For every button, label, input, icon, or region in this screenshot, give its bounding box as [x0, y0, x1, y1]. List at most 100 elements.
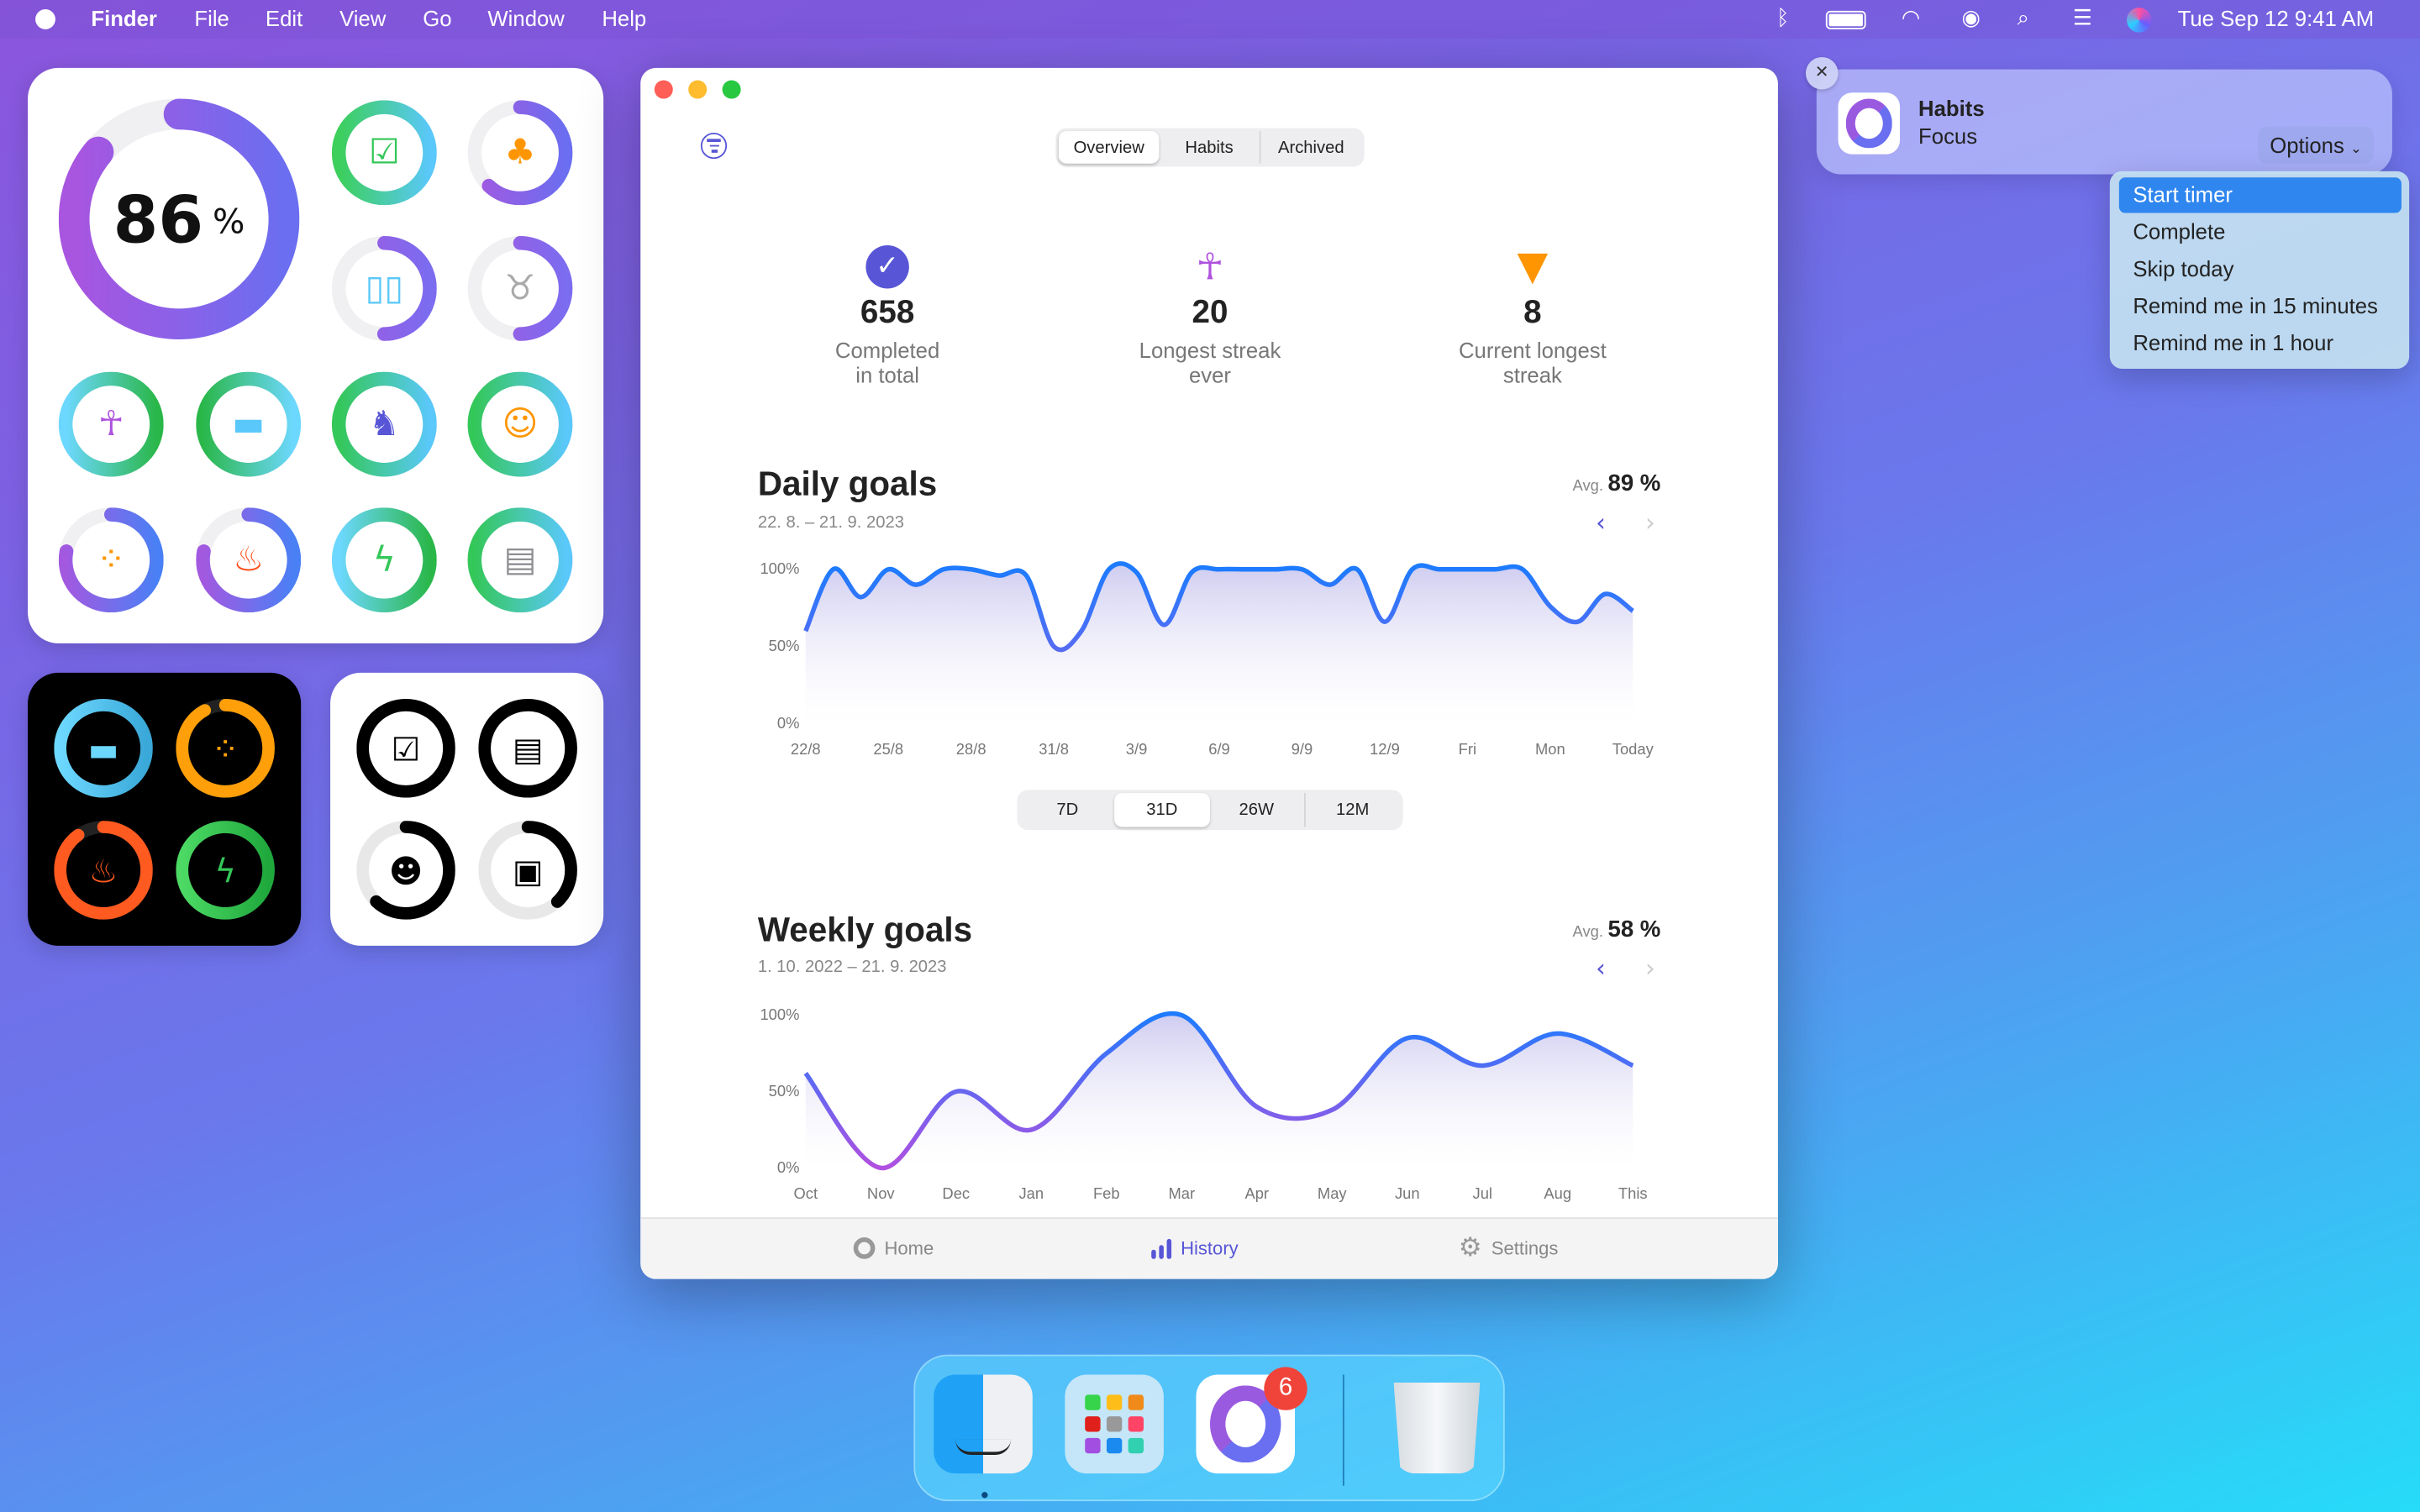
stat-current-streak: ▼ 8 Current longest streak	[1394, 245, 1672, 387]
habit-ring-money[interactable]: ▣	[478, 821, 577, 920]
habit-ring-carrot[interactable]: ♣	[467, 100, 573, 206]
range-26w[interactable]: 26W	[1239, 801, 1275, 820]
notification-badge: 6	[1264, 1367, 1307, 1410]
data-point	[1107, 567, 1112, 572]
x-tick-label: May	[1318, 1184, 1348, 1202]
dock-habits-icon[interactable]	[1196, 1374, 1296, 1474]
habit-ring-tooth[interactable]: ♉	[467, 236, 573, 341]
siri-icon[interactable]	[2127, 8, 2152, 33]
ring-progress	[331, 100, 437, 206]
x-tick-label: Fri	[1459, 740, 1476, 758]
data-point	[1029, 1127, 1034, 1132]
menu-view[interactable]: View	[339, 6, 387, 31]
menu-item-complete[interactable]: Complete	[2133, 218, 2226, 244]
overall-value: 86	[113, 181, 204, 257]
x-tick-label: Nov	[867, 1184, 895, 1202]
habit-ring-newspaper[interactable]: ▤	[478, 699, 577, 798]
segment-overview[interactable]: Overview	[1058, 131, 1160, 164]
menu-go[interactable]: Go	[423, 6, 452, 31]
next-period-button[interactable]: ›	[1644, 953, 1655, 983]
bluetooth-icon[interactable]: ᛒ	[1776, 6, 1790, 31]
weekly-goals-range: 1. 10. 2022 – 21. 9. 2023	[757, 958, 947, 977]
habits-dark-widget[interactable]: ▬ ⁘ ♨ ϟ	[28, 672, 302, 946]
dock-launchpad-icon[interactable]	[1065, 1374, 1164, 1474]
habit-ring-exercise[interactable]: ϟ	[176, 821, 275, 920]
menu-item-start-timer[interactable]: Start timer	[2118, 177, 2402, 213]
menu-item-remind-15-min[interactable]: Remind me in 15 minutes	[2133, 292, 2378, 318]
carrot-icon: ♣	[504, 132, 536, 173]
x-tick-label: 31/8	[1039, 740, 1069, 758]
stat-value: 8	[1523, 294, 1542, 331]
apple-menu-icon[interactable]: ●	[34, 3, 57, 34]
menu-edit[interactable]: Edit	[265, 6, 303, 31]
habits-large-widget[interactable]: 86% ☑ ♣ ▯▯ ♉ ☥ ▬ ♞ ☺ ⁘ ♨ ϟ ▤	[28, 67, 604, 643]
habit-ring-clipboard-check[interactable]: ☑	[331, 100, 437, 206]
x-tick-label: 6/9	[1208, 740, 1230, 758]
habit-ring-bed[interactable]: ▬	[196, 371, 302, 477]
clock[interactable]: Tue Sep 12 9:41 AM	[2177, 6, 2375, 31]
close-window-button[interactable]	[654, 80, 673, 99]
menu-window[interactable]: Window	[487, 6, 565, 31]
habit-ring-clipboard-check[interactable]: ☑	[356, 699, 455, 798]
bed-icon: ▬	[232, 404, 266, 444]
minimize-window-button[interactable]	[688, 80, 708, 99]
stat-label: Current longest	[1458, 338, 1607, 363]
habit-ring-footprints[interactable]: ⁘	[176, 699, 275, 798]
notification-banner[interactable]: Habits Focus Options ⌄	[1816, 69, 2392, 175]
overall-progress-ring: 86%	[58, 98, 300, 340]
close-notification-button[interactable]: ✕	[1805, 56, 1839, 90]
habit-ring-bed[interactable]: ▬	[54, 699, 153, 798]
filter-icon[interactable]	[700, 132, 728, 160]
habit-ring-flame[interactable]: ♨	[54, 821, 153, 920]
next-period-button[interactable]: ›	[1644, 507, 1655, 538]
menu-item-remind-1-hour[interactable]: Remind me in 1 hour	[2133, 330, 2334, 355]
habit-ring-smile[interactable]: ☺	[467, 371, 573, 477]
x-tick-label: 12/9	[1370, 740, 1400, 758]
tab-settings[interactable]: ⚙ Settings	[1459, 1235, 1559, 1261]
wifi-icon[interactable]: ◠	[1901, 6, 1921, 31]
daily-goals-chart: 0% 50% 100% 22/8 25/8 28/8 31/8 3/9 6/9 9/9 12/9 Fr…	[760, 559, 1654, 758]
habit-ring-walking[interactable]: ♞	[331, 371, 437, 477]
habit-ring-book[interactable]: ▯▯	[331, 236, 437, 341]
habit-ring-mind[interactable]: ☻	[356, 821, 455, 920]
tab-history[interactable]: History	[1151, 1237, 1239, 1259]
control-center-icon[interactable]: ☰	[2072, 6, 2092, 31]
menu-file[interactable]: File	[194, 6, 229, 31]
habit-ring-newspaper[interactable]: ▤	[467, 507, 573, 613]
segment-habits[interactable]: Habits	[1185, 138, 1234, 157]
menu-item-skip-today[interactable]: Skip today	[2133, 255, 2234, 281]
stat-longest-streak: ☥ 20 Longest streak ever	[1071, 245, 1349, 387]
habit-ring-footprints[interactable]: ⁘	[58, 507, 164, 613]
menu-help[interactable]: Help	[602, 6, 647, 31]
user-icon[interactable]: ◉	[1961, 6, 1981, 31]
habit-ring-flame[interactable]: ♨	[196, 507, 302, 613]
zoom-window-button[interactable]	[722, 80, 741, 99]
dock-trash-icon[interactable]	[1393, 1382, 1481, 1474]
range-7d[interactable]: 7D	[1056, 801, 1079, 820]
habit-ring-meditation[interactable]: ☥	[58, 371, 164, 477]
tab-home[interactable]: Home	[853, 1237, 934, 1259]
habit-ring-exercise[interactable]: ϟ	[331, 507, 437, 613]
ring-icon	[853, 1237, 876, 1259]
footprints-icon: ⁘	[96, 539, 126, 580]
previous-period-button[interactable]: ‹	[1596, 953, 1606, 983]
data-point	[803, 628, 808, 633]
chart-line	[803, 561, 1634, 653]
range-31d[interactable]: 31D	[1114, 793, 1210, 827]
money-icon: ▣	[512, 850, 544, 890]
dock-finder-icon[interactable]	[934, 1374, 1033, 1474]
range-12m[interactable]: 12M	[1303, 793, 1400, 827]
battery-icon[interactable]	[1825, 10, 1866, 29]
data-point	[913, 582, 918, 587]
x-tick-label: Feb	[1093, 1184, 1120, 1202]
ring-progress	[58, 371, 164, 477]
options-button[interactable]: Options ⌄	[2258, 126, 2374, 164]
clipboard-check-icon: ☑	[368, 132, 400, 173]
options-label: Options	[2270, 132, 2344, 158]
search-icon[interactable]: ⌕	[2017, 6, 2030, 31]
menu-app-name[interactable]: Finder	[91, 6, 157, 31]
segment-archived[interactable]: Archived	[1259, 131, 1361, 164]
habits-mono-widget[interactable]: ☑ ▤ ☻ ▣	[330, 672, 604, 946]
previous-period-button[interactable]: ‹	[1596, 507, 1606, 538]
x-tick-label: 22/8	[791, 740, 821, 758]
